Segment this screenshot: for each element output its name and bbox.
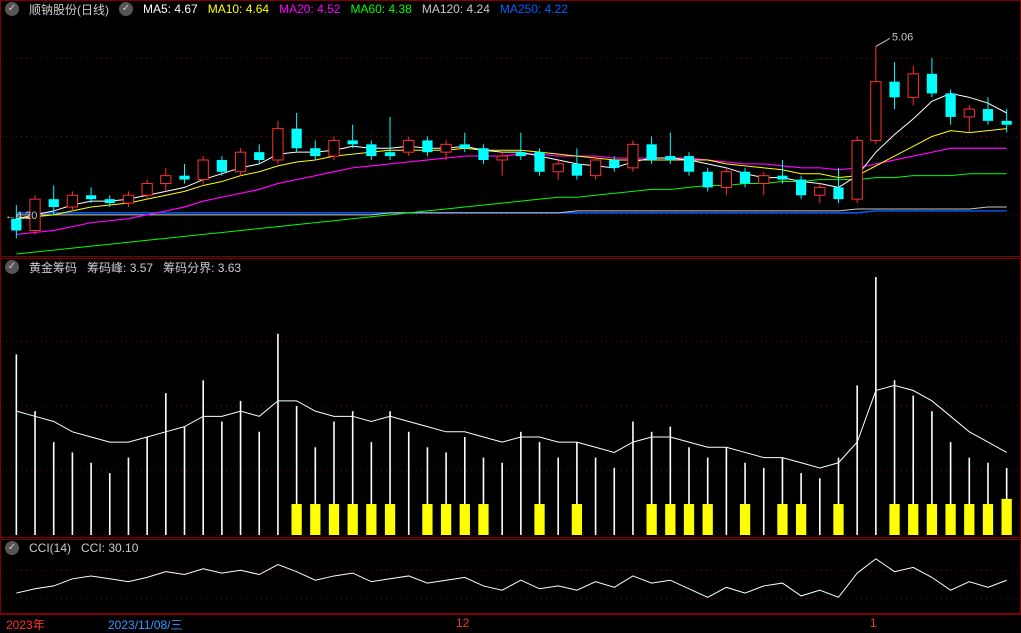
toggle-icon-2[interactable]: ✓ xyxy=(119,2,133,16)
ma-item: MA120: 4.24 xyxy=(422,2,490,16)
volume-panel[interactable]: ✓ 黄金筹码 筹码峰: 3.57 筹码分界: 3.63 xyxy=(0,258,1021,538)
stock-title: 顺钠股份(日线) xyxy=(29,1,109,18)
ma-item: MA5: 4.67 xyxy=(143,2,198,16)
volume-chart[interactable] xyxy=(1,259,1021,539)
toggle-icon[interactable]: ✓ xyxy=(5,541,19,555)
cci-panel[interactable]: ✓ CCI(14) CCI: 30.10 xyxy=(0,539,1021,614)
toggle-icon[interactable]: ✓ xyxy=(5,260,19,274)
time-label: 2023年 xyxy=(6,616,45,633)
vol-a: 筹码峰: 3.57 xyxy=(87,259,153,276)
time-axis: 2023年 2023/11/08/三 12 1 xyxy=(0,614,1021,630)
price-panel[interactable]: ✓ 顺钠股份(日线) ✓ MA5: 4.67 MA10: 4.64 MA20: 4.… xyxy=(0,0,1021,257)
ma-item: MA10: 4.64 xyxy=(208,2,269,16)
ma-item: MA250: 4.22 xyxy=(500,2,568,16)
cci-value: CCI: 30.10 xyxy=(81,541,138,555)
ma-legend: MA5: 4.67 MA10: 4.64 MA20: 4.52 MA60: 4.38 M… xyxy=(143,2,578,16)
toggle-icon[interactable]: ✓ xyxy=(5,2,19,16)
time-label: 1 xyxy=(870,616,877,630)
cci-title: CCI(14) xyxy=(29,541,71,555)
price-chart[interactable]: ←4.20 5.06 xyxy=(1,1,1021,258)
svg-text:5.06: 5.06 xyxy=(892,31,913,43)
ma-item: MA60: 4.38 xyxy=(350,2,411,16)
vol-b: 筹码分界: 3.63 xyxy=(163,259,241,276)
vol-title: 黄金筹码 xyxy=(29,259,77,276)
cci-header: ✓ CCI(14) CCI: 30.10 xyxy=(1,540,1020,556)
volume-header: ✓ 黄金筹码 筹码峰: 3.57 筹码分界: 3.63 xyxy=(1,259,1020,275)
ma-item: MA20: 4.52 xyxy=(279,2,340,16)
svg-text:←4.20: ←4.20 xyxy=(5,210,37,222)
time-label: 12 xyxy=(456,616,469,630)
price-header: ✓ 顺钠股份(日线) ✓ MA5: 4.67 MA10: 4.64 MA20: 4.… xyxy=(1,1,1020,17)
time-label: 2023/11/08/三 xyxy=(108,616,183,633)
